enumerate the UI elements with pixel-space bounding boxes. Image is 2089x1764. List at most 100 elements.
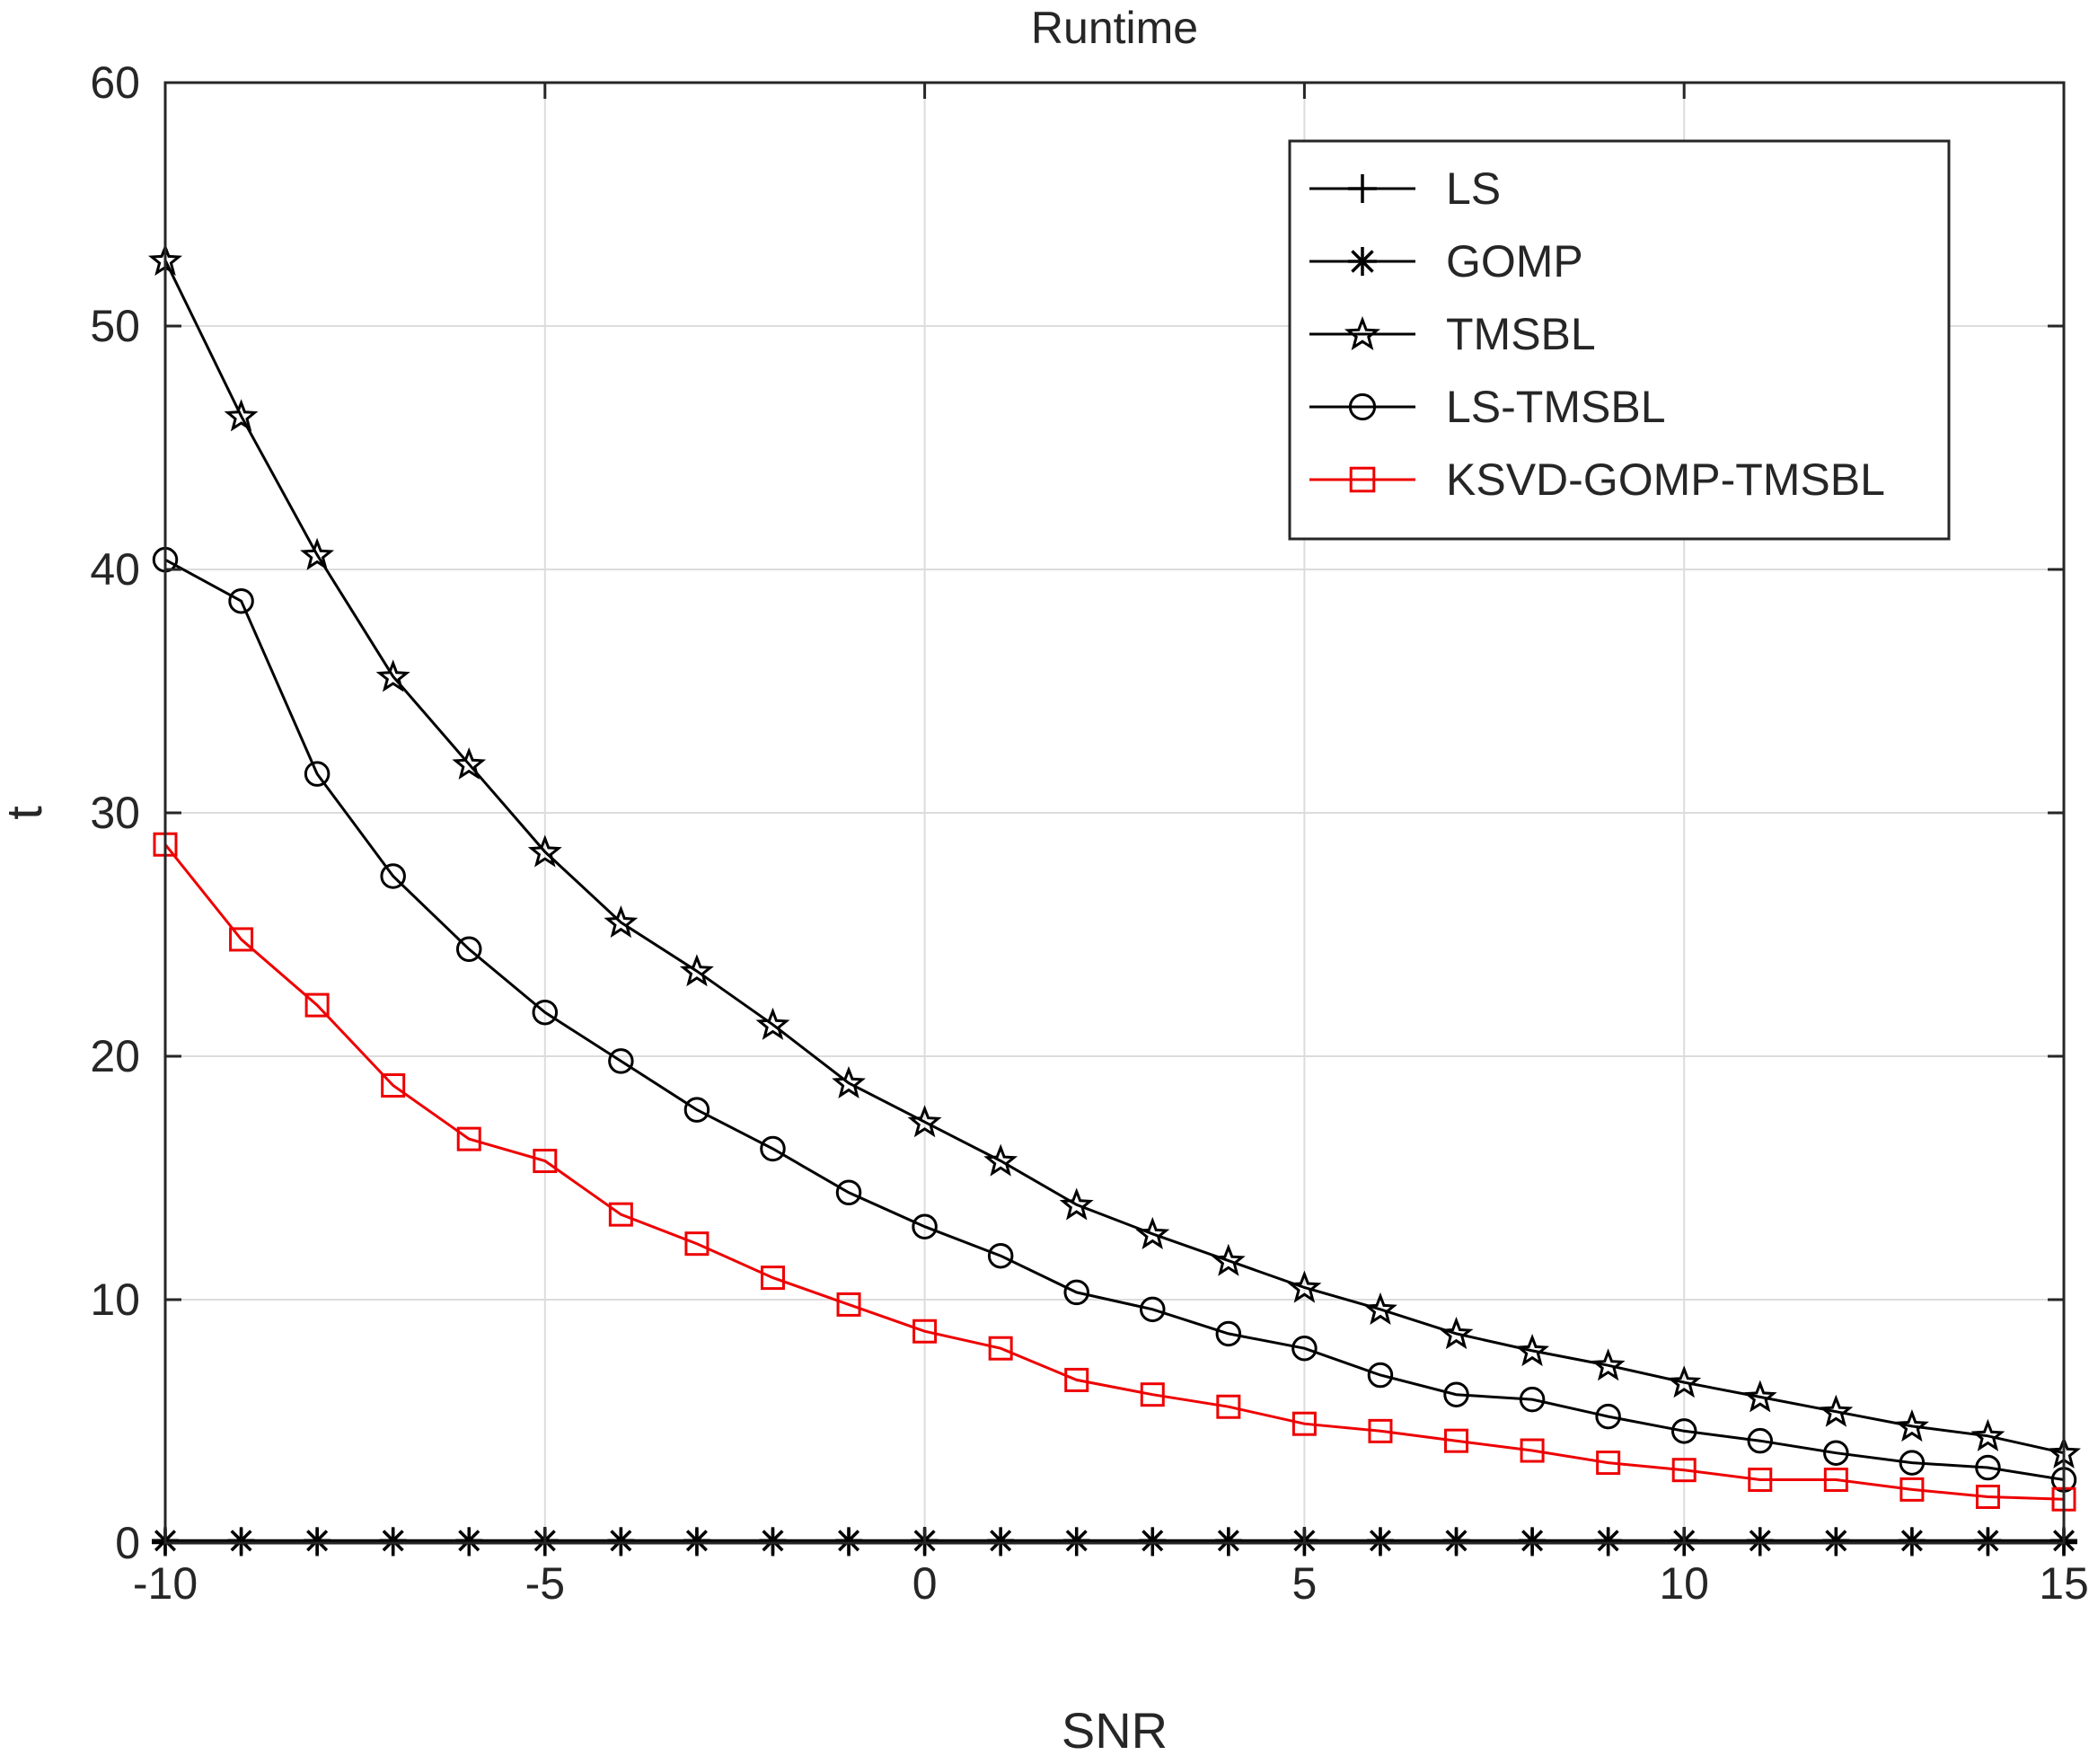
data-point [760, 1135, 786, 1162]
y-axis-label: t [0, 806, 52, 820]
data-point [683, 1097, 710, 1123]
data-point [1443, 1381, 1469, 1407]
x-tick-label: 10 [1659, 1558, 1709, 1609]
x-tick-label: -10 [133, 1558, 198, 1609]
data-point [1439, 1317, 1474, 1350]
data-point [1975, 1485, 2000, 1510]
legend-entry: GOMP [1309, 236, 1583, 287]
series-line [163, 843, 2065, 1501]
legend-entry: LS-TMSBL [1309, 382, 1666, 432]
data-point [1215, 1320, 1242, 1347]
data-point [1746, 1527, 1774, 1555]
data-point [1214, 1527, 1242, 1555]
data-point [304, 761, 331, 787]
legend-label: GOMP [1446, 236, 1583, 287]
data-point [456, 1126, 481, 1151]
data-point [679, 954, 714, 987]
data-point [1062, 1527, 1090, 1555]
data-point [532, 999, 559, 1026]
data-point [1894, 1409, 1929, 1442]
y-tick-label: 10 [90, 1274, 140, 1325]
data-point [1899, 1477, 1925, 1502]
data-point [987, 1242, 1014, 1269]
series-layer [148, 243, 2081, 1557]
data-point [381, 1073, 406, 1098]
data-point [1591, 1348, 1626, 1381]
data-point [1216, 1394, 1241, 1419]
data-point [1747, 1427, 1774, 1454]
data-point [1671, 1458, 1697, 1483]
legend-entry: TMSBL [1309, 309, 1596, 359]
data-point [1367, 1362, 1394, 1389]
data-point [760, 1266, 785, 1291]
data-point [224, 399, 259, 432]
legend-label: KSVD-GOMP-TMSBL [1446, 454, 1885, 505]
chart-title: Runtime [1031, 3, 1198, 53]
data-point [1748, 1468, 1773, 1493]
y-tick-label: 40 [90, 544, 140, 595]
data-point [452, 746, 487, 780]
legend-marker [1348, 174, 1377, 203]
data-point [1519, 1386, 1546, 1413]
data-point [1823, 1440, 1849, 1466]
data-point [987, 1527, 1015, 1555]
data-point [1515, 1334, 1550, 1367]
legend-label: LS-TMSBL [1446, 382, 1666, 432]
data-point [1595, 1403, 1621, 1430]
data-point [1366, 1527, 1394, 1555]
data-point [1064, 1367, 1089, 1392]
data-point [1211, 1243, 1246, 1276]
legend-marker [1348, 247, 1377, 276]
x-tick-label: 5 [1291, 1558, 1317, 1609]
x-tick-label: 0 [912, 1558, 938, 1609]
data-point [1898, 1527, 1926, 1555]
y-tick-label: 20 [90, 1031, 140, 1081]
data-point [608, 1202, 633, 1227]
data-point [455, 1527, 483, 1555]
data-point [1444, 1428, 1469, 1453]
data-point [227, 1527, 255, 1555]
data-point [1363, 1292, 1397, 1325]
legend-entry: KSVD-GOMP-TMSBL [1309, 454, 1885, 505]
data-point [907, 1105, 942, 1138]
data-point [832, 1065, 866, 1098]
x-tick-label: 15 [2039, 1558, 2089, 1609]
data-point [912, 1319, 938, 1344]
data-point [304, 992, 330, 1018]
data-point [1442, 1527, 1470, 1555]
y-tick-label: 60 [90, 57, 140, 108]
series-tmsbl [148, 243, 2081, 1469]
legend-marker [1348, 392, 1377, 421]
data-point [1823, 1468, 1848, 1493]
data-point [1975, 1454, 2001, 1481]
data-point [912, 1213, 938, 1239]
ticks: -10 -5 0 5 10 15 0 10 20 30 40 50 60 [90, 57, 2088, 1609]
legend-box [1288, 139, 1951, 541]
data-point [380, 863, 406, 889]
data-point [1287, 1270, 1322, 1303]
data-point [455, 936, 482, 963]
data-point [300, 537, 335, 570]
data-point [228, 587, 254, 614]
data-point [683, 1527, 710, 1555]
data-point [1594, 1527, 1622, 1555]
x-tick-label: -5 [525, 1558, 565, 1609]
data-point [304, 1527, 331, 1555]
legend-marker [1344, 315, 1381, 350]
y-tick-label: 0 [115, 1518, 140, 1568]
data-point [607, 1527, 635, 1555]
series-ksvd-gomp-tmsbl [153, 832, 2076, 1512]
legend-entry: LS [1309, 163, 1501, 214]
data-point [1667, 1365, 1702, 1398]
data-point [1520, 1438, 1545, 1463]
data-point [1368, 1418, 1393, 1443]
data-point [1742, 1380, 1777, 1413]
y-tick-label: 50 [90, 301, 140, 351]
x-axis-label: SNR [1062, 1702, 1168, 1759]
legend-marker [1349, 466, 1376, 493]
legend-label: TMSBL [1446, 309, 1596, 359]
data-point [375, 659, 410, 692]
data-point [1819, 1394, 1854, 1427]
data-point [1899, 1450, 1926, 1476]
